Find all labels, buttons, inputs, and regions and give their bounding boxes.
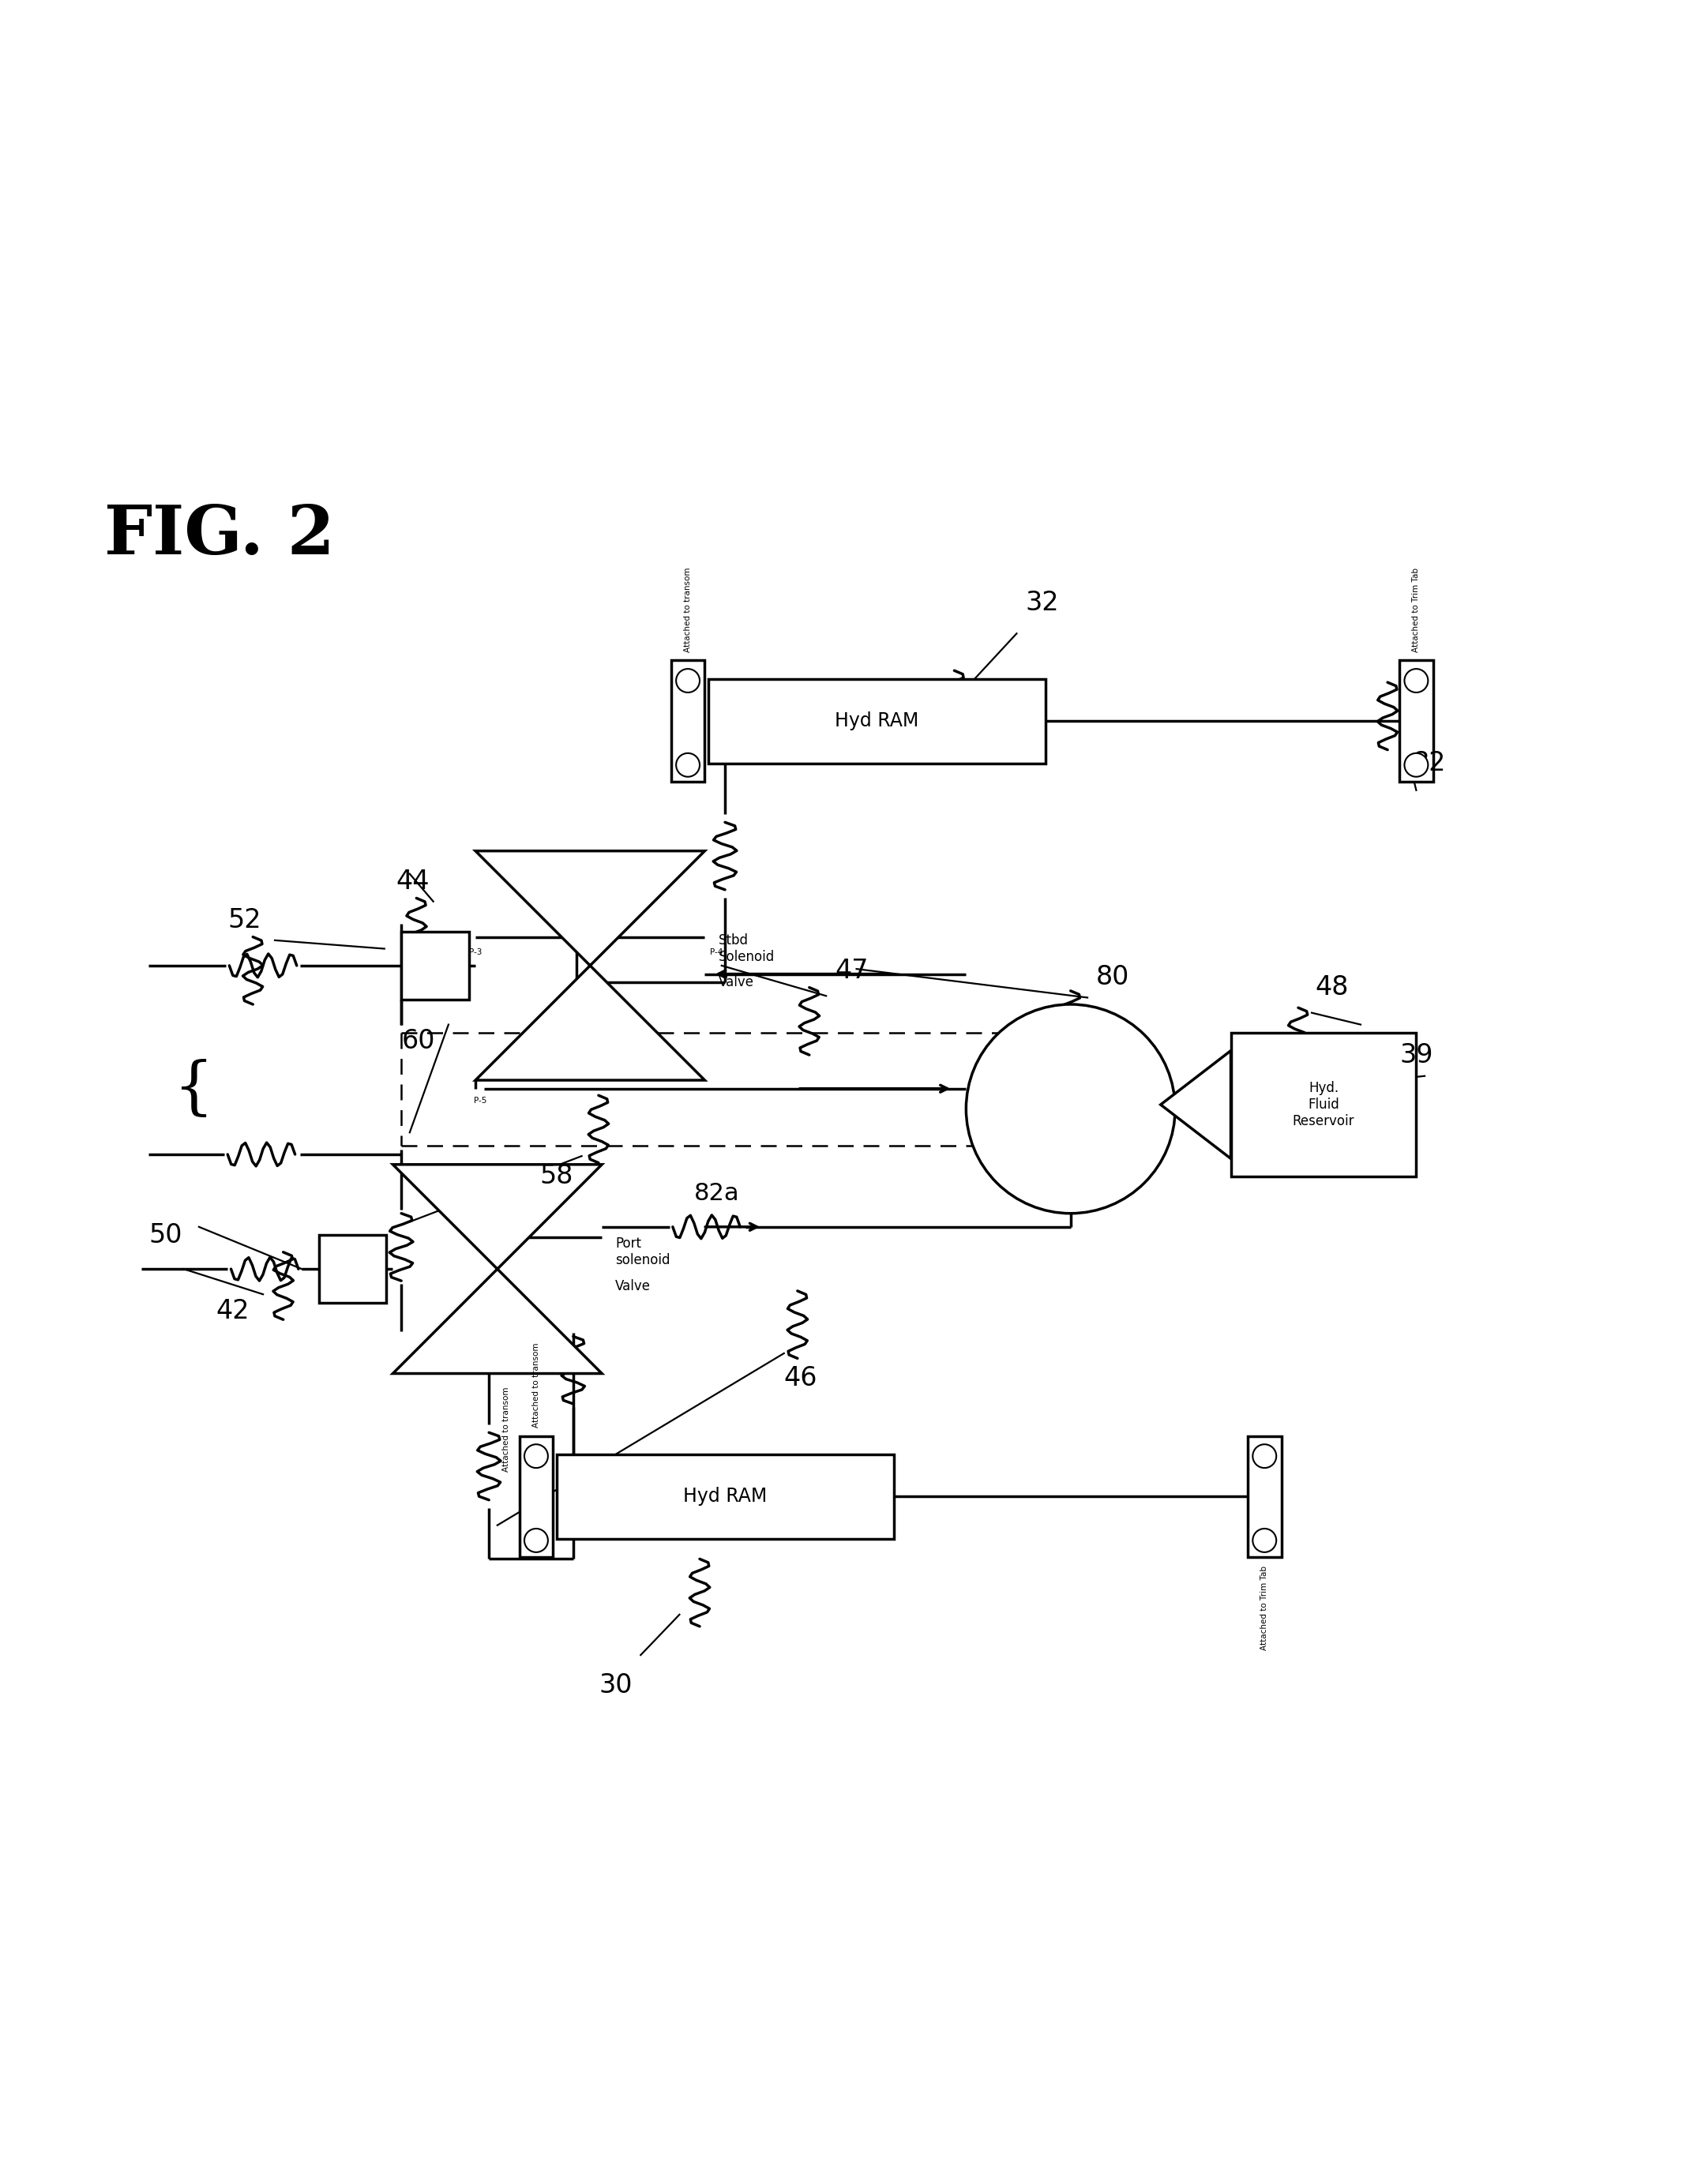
Text: 82: 82: [1413, 751, 1447, 775]
FancyBboxPatch shape: [556, 1455, 894, 1540]
Text: Attached to transom: Attached to transom: [685, 568, 691, 653]
Text: 52: 52: [228, 906, 261, 933]
Text: 47: 47: [835, 957, 868, 983]
Circle shape: [1404, 668, 1428, 692]
Circle shape: [1253, 1444, 1276, 1468]
Text: Attached to Trim Tab: Attached to Trim Tab: [1413, 568, 1420, 653]
Circle shape: [524, 1444, 548, 1468]
FancyBboxPatch shape: [1231, 1033, 1416, 1177]
Text: Hyd RAM: Hyd RAM: [835, 712, 919, 732]
Circle shape: [966, 1005, 1175, 1214]
Text: {: {: [174, 1059, 214, 1120]
Text: 30: 30: [599, 1673, 632, 1699]
Text: P-5: P-5: [474, 1096, 487, 1105]
Text: 39: 39: [1399, 1042, 1433, 1068]
Text: 60: 60: [401, 1029, 435, 1055]
Text: P-3: P-3: [469, 948, 482, 957]
Text: 82a: 82a: [695, 1182, 738, 1206]
Circle shape: [524, 1529, 548, 1553]
Text: Port
solenoid: Port solenoid: [615, 1236, 671, 1267]
FancyBboxPatch shape: [1399, 660, 1433, 782]
Text: Attached to transom: Attached to transom: [502, 1387, 509, 1472]
Circle shape: [676, 668, 700, 692]
Circle shape: [1253, 1529, 1276, 1553]
Text: Valve: Valve: [615, 1280, 651, 1293]
Polygon shape: [475, 852, 705, 1081]
Polygon shape: [393, 1164, 602, 1374]
FancyBboxPatch shape: [671, 660, 705, 782]
Circle shape: [1404, 753, 1428, 778]
Text: Attached to Trim Tab: Attached to Trim Tab: [1261, 1566, 1268, 1651]
FancyBboxPatch shape: [1248, 1435, 1281, 1557]
Text: FIG. 2: FIG. 2: [105, 502, 334, 568]
Circle shape: [676, 753, 700, 778]
FancyBboxPatch shape: [708, 679, 1045, 762]
Text: 46: 46: [784, 1365, 818, 1391]
Text: Stbd
Solenoid: Stbd Solenoid: [718, 933, 774, 963]
Text: Hyd.
Fluid
Reservoir: Hyd. Fluid Reservoir: [1293, 1081, 1354, 1129]
Polygon shape: [1160, 1051, 1231, 1158]
Text: 58: 58: [540, 1164, 573, 1190]
Text: 44: 44: [396, 869, 430, 893]
Text: Valve: Valve: [718, 976, 754, 989]
Text: 42: 42: [216, 1297, 250, 1324]
Text: Attached to transom: Attached to transom: [533, 1343, 540, 1428]
Text: Hyd RAM: Hyd RAM: [683, 1487, 767, 1507]
FancyBboxPatch shape: [519, 1435, 553, 1557]
Text: 32: 32: [1025, 590, 1059, 616]
Text: 80: 80: [1096, 965, 1130, 989]
FancyBboxPatch shape: [319, 1236, 386, 1302]
FancyBboxPatch shape: [401, 933, 469, 1000]
Text: P-4: P-4: [710, 948, 723, 957]
Text: 48: 48: [1315, 974, 1349, 1000]
Text: 50: 50: [148, 1223, 182, 1249]
